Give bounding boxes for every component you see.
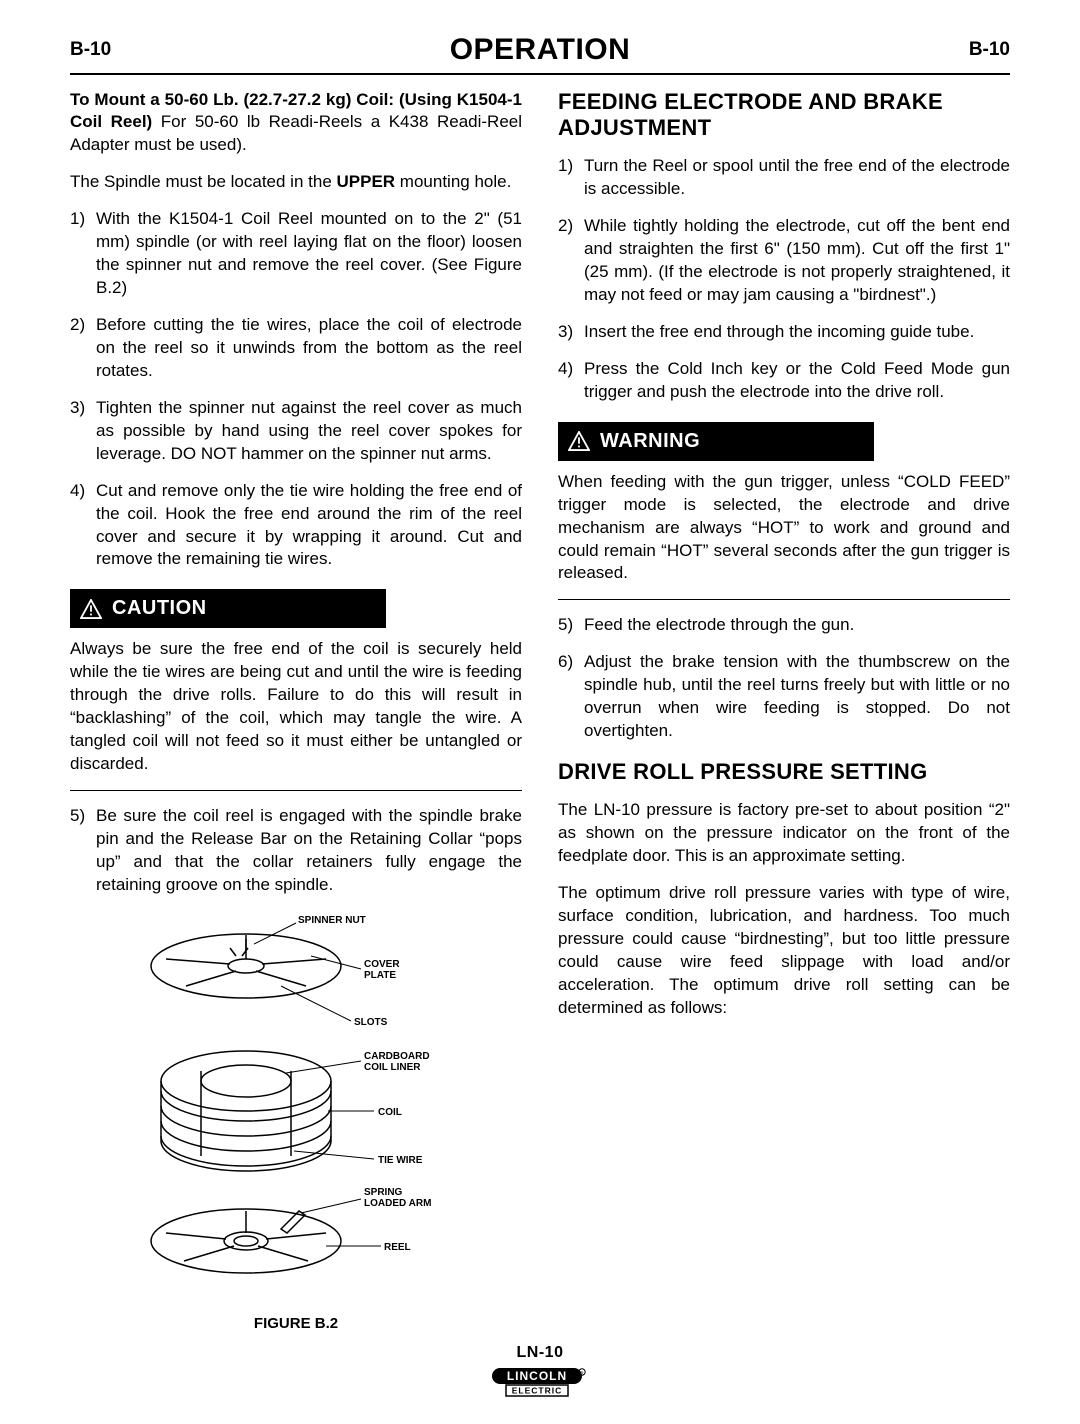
feed-steps-a: Turn the Reel or spool until the free en… bbox=[558, 155, 1010, 403]
list-item: Cut and remove only the tie wire holding… bbox=[70, 480, 522, 572]
divider bbox=[558, 599, 1010, 600]
warning-triangle-icon bbox=[80, 599, 102, 619]
warning-banner: WARNING bbox=[558, 422, 874, 461]
label-coil: COIL bbox=[378, 1107, 402, 1118]
feed-steps-b: Feed the electrode through the gun. Adju… bbox=[558, 614, 1010, 743]
label-spring: SPRINGLOADED ARM bbox=[364, 1187, 431, 1209]
caution-banner: CAUTION bbox=[70, 589, 386, 628]
drive-roll-p2: The optimum drive roll pressure varies w… bbox=[558, 882, 1010, 1020]
lincoln-electric-logo: LINCOLN R ELECTRIC bbox=[492, 1366, 588, 1405]
spindle-note: The Spindle must be located in the UPPER… bbox=[70, 171, 522, 194]
list-item: Feed the electrode through the gun. bbox=[558, 614, 1010, 637]
label-reel: REEL bbox=[384, 1242, 411, 1253]
drive-roll-p1: The LN-10 pressure is factory pre-set to… bbox=[558, 799, 1010, 868]
model-number: LN-10 bbox=[70, 1342, 1010, 1364]
label-cardboard: CARDBOARDCOIL LINER bbox=[364, 1051, 430, 1073]
right-column: FEEDING ELECTRODE AND BRAKE ADJUSTMENT T… bbox=[558, 89, 1010, 1334]
drive-roll-heading: DRIVE ROLL PRESSURE SETTING bbox=[558, 759, 1010, 785]
list-item: Press the Cold Inch key or the Cold Feed… bbox=[558, 358, 1010, 404]
warning-triangle-icon bbox=[568, 431, 590, 451]
label-tie-wire: TIE WIRE bbox=[378, 1155, 423, 1166]
reel-diagram: SPINNER NUT COVERPLATE SLOTS CARDBOARDCO… bbox=[126, 911, 466, 1301]
label-spinner-nut: SPINNER NUT bbox=[298, 915, 366, 926]
caution-label: CAUTION bbox=[112, 595, 207, 622]
list-item: Adjust the brake tension with the thumbs… bbox=[558, 651, 1010, 743]
page-footer: LN-10 LINCOLN R ELECTRIC bbox=[70, 1342, 1010, 1405]
figure-b2: SPINNER NUT COVERPLATE SLOTS CARDBOARDCO… bbox=[70, 911, 522, 1334]
header-title: OPERATION bbox=[160, 30, 920, 71]
logo-bottom-text: ELECTRIC bbox=[512, 1385, 563, 1395]
logo-top-text: LINCOLN bbox=[507, 1369, 567, 1383]
warning-label: WARNING bbox=[600, 428, 700, 455]
list-item: While tightly holding the electrode, cut… bbox=[558, 215, 1010, 307]
list-item: Turn the Reel or spool until the free en… bbox=[558, 155, 1010, 201]
caution-text: Always be sure the free end of the coil … bbox=[70, 638, 522, 776]
left-column: To Mount a 50-60 Lb. (22.7-27.2 kg) Coil… bbox=[70, 89, 522, 1334]
label-slots: SLOTS bbox=[354, 1017, 388, 1028]
mount-coil-intro: To Mount a 50-60 Lb. (22.7-27.2 kg) Coil… bbox=[70, 89, 522, 158]
divider bbox=[70, 790, 522, 791]
spindle-bold: UPPER bbox=[337, 172, 396, 191]
feeding-heading: FEEDING ELECTRODE AND BRAKE ADJUSTMENT bbox=[558, 89, 1010, 142]
list-item: Before cutting the tie wires, place the … bbox=[70, 314, 522, 383]
figure-caption: FIGURE B.2 bbox=[70, 1314, 522, 1334]
list-item: Tighten the spinner nut against the reel… bbox=[70, 397, 522, 466]
spindle-post: mounting hole. bbox=[395, 172, 511, 191]
mount-steps-b: Be sure the coil reel is engaged with th… bbox=[70, 805, 522, 897]
warning-text: When feeding with the gun trigger, unles… bbox=[558, 471, 1010, 586]
mount-steps-a: With the K1504-1 Coil Reel mounted on to… bbox=[70, 208, 522, 571]
list-item: Be sure the coil reel is engaged with th… bbox=[70, 805, 522, 897]
spindle-pre: The Spindle must be located in the bbox=[70, 172, 337, 191]
page-header: B-10 OPERATION B-10 bbox=[70, 30, 1010, 75]
label-cover-plate: COVERPLATE bbox=[364, 959, 400, 981]
header-right: B-10 bbox=[920, 37, 1010, 63]
list-item: Insert the free end through the incoming… bbox=[558, 321, 1010, 344]
list-item: With the K1504-1 Coil Reel mounted on to… bbox=[70, 208, 522, 300]
header-left: B-10 bbox=[70, 37, 160, 63]
